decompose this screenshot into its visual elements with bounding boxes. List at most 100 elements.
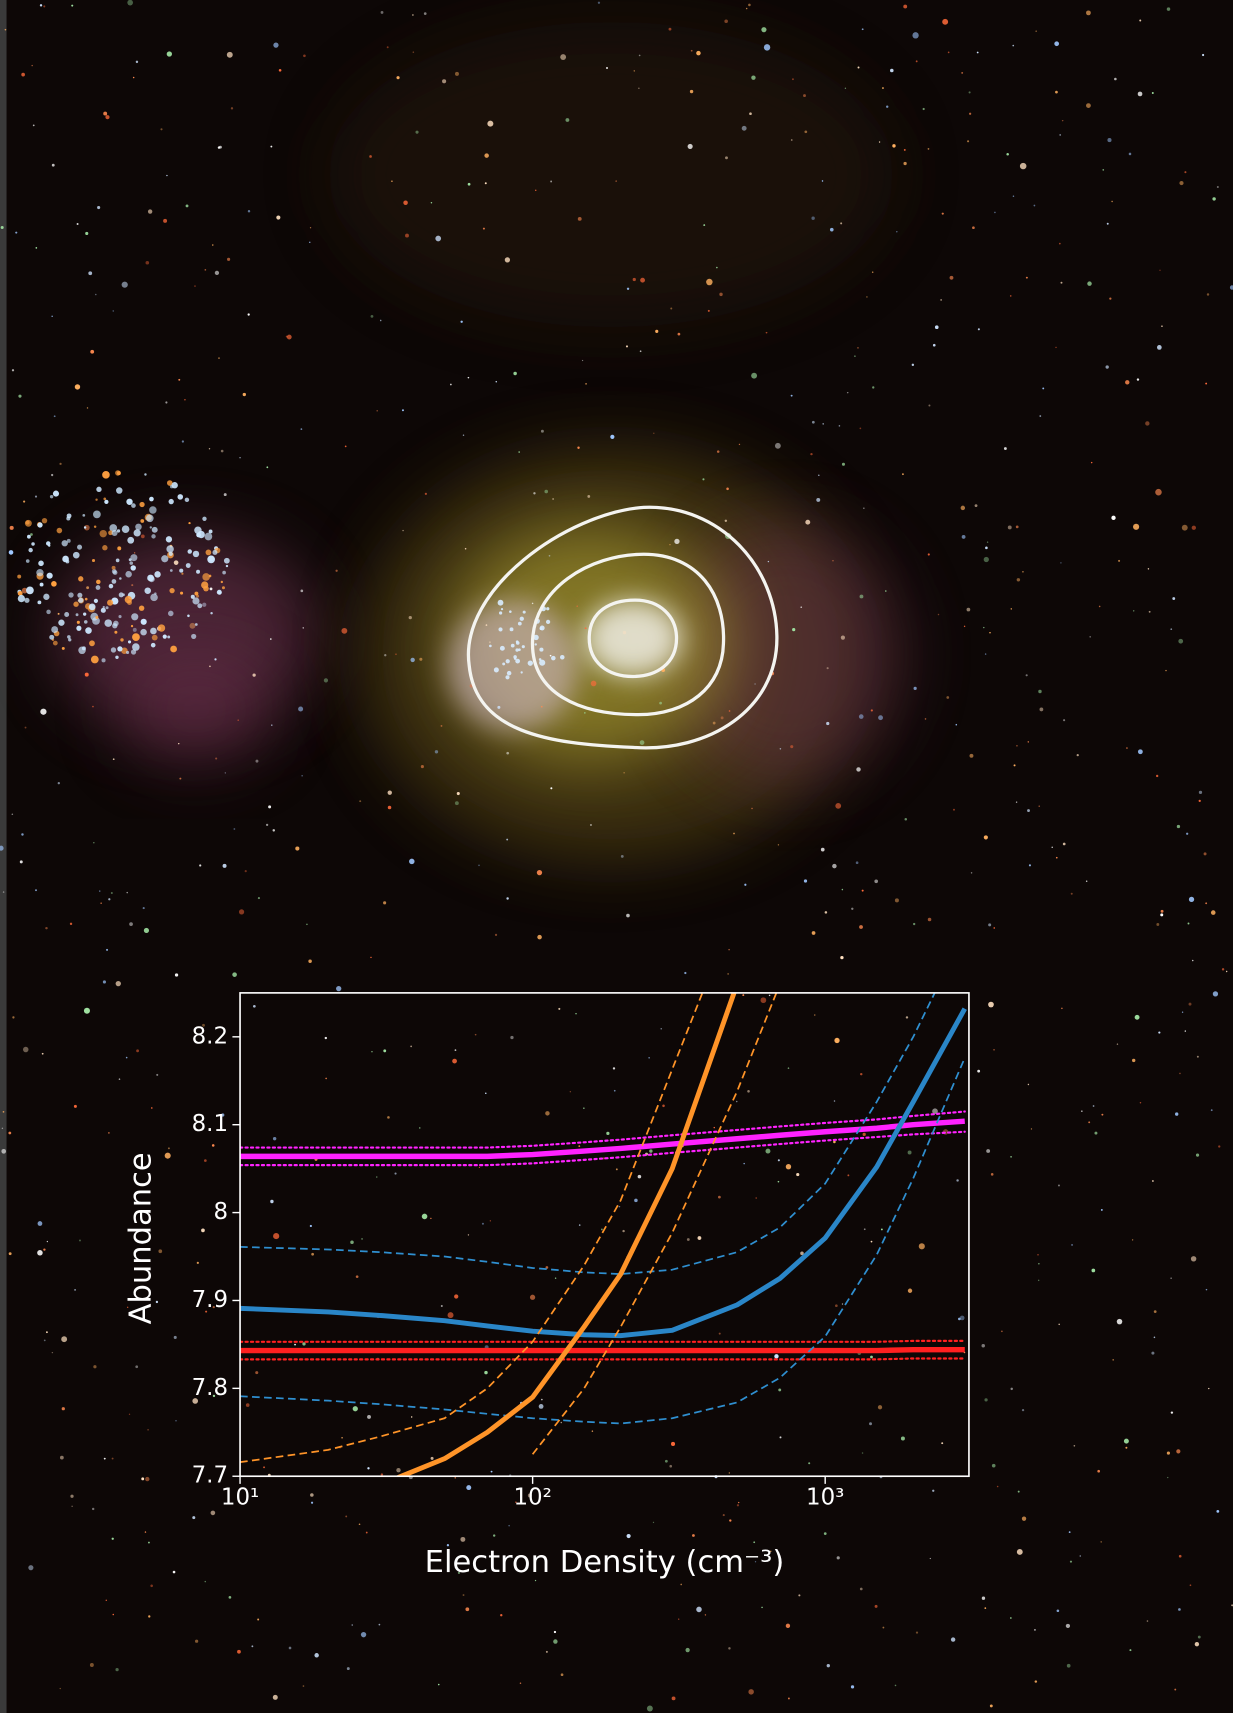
star: [150, 526, 152, 528]
star: [178, 743, 179, 744]
star: [450, 384, 452, 386]
star: [366, 1532, 368, 1534]
star: [496, 381, 497, 382]
star: [271, 724, 272, 725]
star: [43, 5, 45, 7]
star: [1013, 196, 1014, 197]
star: [532, 603, 534, 605]
star: [550, 787, 552, 789]
star: [125, 571, 131, 577]
star: [1035, 31, 1036, 32]
star: [202, 573, 210, 581]
star: [984, 1607, 986, 1609]
star: [615, 180, 617, 182]
star: [52, 1352, 53, 1353]
star: [1117, 1319, 1122, 1324]
star: [985, 547, 988, 550]
star: [1179, 1073, 1181, 1075]
star: [738, 1502, 739, 1503]
star: [21, 833, 23, 835]
star: [122, 525, 130, 533]
star: [266, 466, 268, 468]
star: [827, 1664, 830, 1667]
star: [706, 279, 712, 285]
star: [1060, 562, 1061, 563]
star: [585, 383, 587, 385]
star: [484, 1371, 487, 1374]
star: [1111, 201, 1112, 202]
y-tick-label: 7.9: [192, 1287, 228, 1313]
star: [1026, 674, 1028, 676]
star: [1118, 560, 1120, 562]
star: [201, 1229, 205, 1233]
star: [780, 1436, 782, 1438]
star: [442, 79, 446, 83]
star: [1184, 171, 1186, 173]
star: [103, 980, 106, 983]
star: [144, 928, 149, 933]
star: [696, 51, 700, 55]
star: [336, 986, 341, 991]
star: [687, 1238, 690, 1241]
star: [169, 588, 174, 593]
star: [376, 1176, 377, 1177]
star: [535, 1580, 536, 1581]
star: [270, 638, 272, 640]
star: [729, 1472, 730, 1473]
star: [786, 1624, 790, 1628]
star: [62, 556, 69, 563]
star: [523, 611, 526, 614]
star: [147, 1429, 148, 1430]
star: [361, 1632, 366, 1637]
star: [1140, 1102, 1141, 1103]
star: [1126, 747, 1128, 749]
star: [788, 1067, 790, 1069]
star: [906, 1016, 908, 1018]
star: [174, 560, 179, 565]
star: [513, 655, 517, 659]
star: [431, 1457, 434, 1460]
star: [195, 1640, 198, 1643]
star: [864, 1228, 866, 1230]
star: [90, 1663, 94, 1667]
star: [769, 995, 771, 997]
star: [93, 510, 101, 518]
star: [127, 0, 133, 5]
star: [1154, 1310, 1157, 1313]
star: [42, 1053, 44, 1055]
star: [170, 646, 177, 653]
star: [550, 181, 552, 183]
star: [1175, 1112, 1178, 1115]
star: [1001, 1331, 1003, 1333]
star: [825, 911, 828, 914]
star: [376, 410, 378, 412]
star: [52, 164, 55, 167]
star: [101, 608, 106, 613]
star: [540, 626, 545, 631]
star: [751, 373, 757, 379]
star: [961, 72, 963, 74]
star: [103, 112, 107, 116]
star: [515, 648, 518, 651]
star: [468, 183, 471, 186]
star: [1135, 1015, 1140, 1020]
star: [1039, 708, 1043, 712]
star: [494, 667, 499, 672]
star: [49, 635, 54, 640]
star: [489, 645, 492, 648]
star: [92, 1508, 94, 1510]
star: [1129, 1649, 1131, 1651]
star: [51, 581, 57, 587]
star: [537, 870, 542, 875]
star: [1133, 610, 1134, 611]
star: [140, 519, 144, 523]
star: [405, 234, 409, 238]
star: [92, 559, 95, 562]
star: [729, 710, 731, 712]
star: [1022, 1409, 1024, 1411]
star: [1151, 1352, 1154, 1355]
star: [692, 1534, 695, 1537]
star: [209, 448, 210, 449]
y-tick-label: 8.2: [192, 1023, 228, 1049]
star: [1091, 462, 1092, 463]
